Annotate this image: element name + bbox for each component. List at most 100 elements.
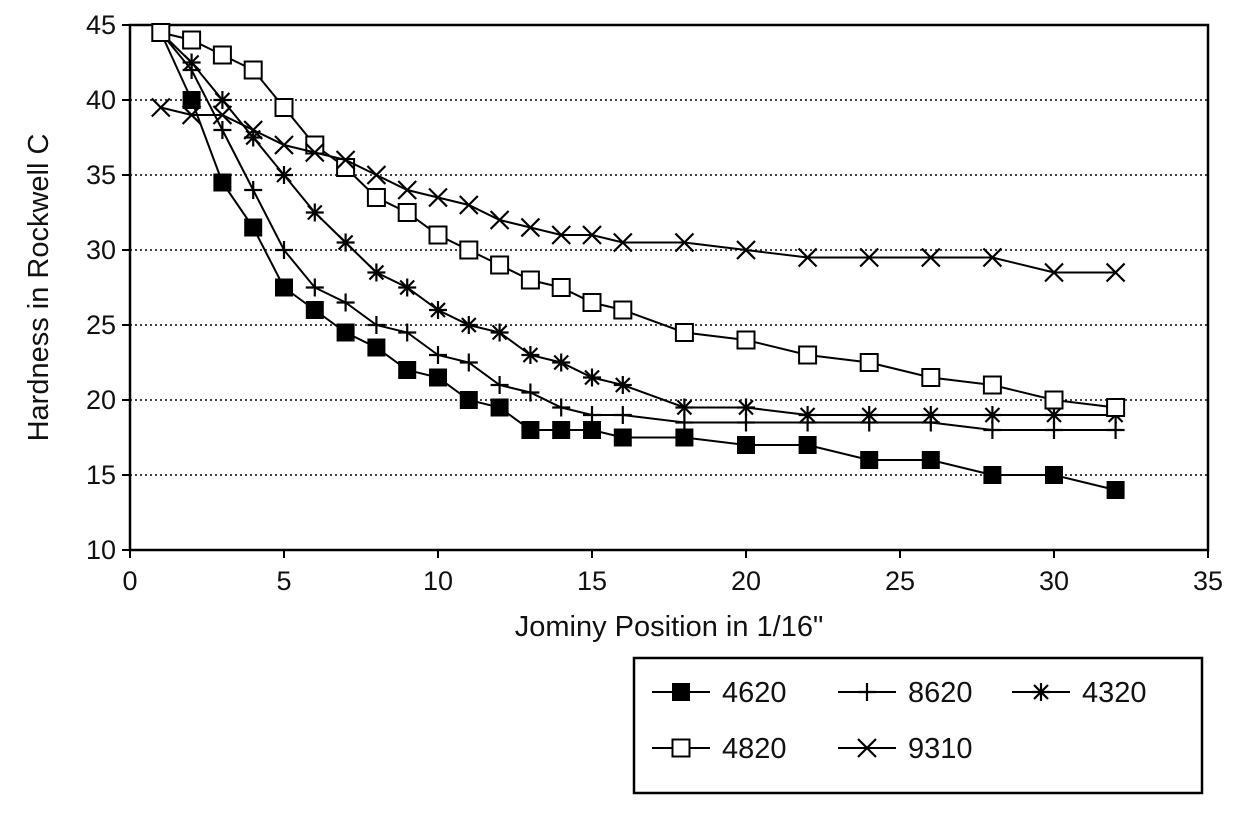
plot-area-frame (128, 23, 1210, 552)
point-9310-8 (366, 165, 387, 185)
legend-marker-8620 (858, 683, 876, 701)
point-4320-2 (182, 53, 201, 72)
series-8620 (151, 23, 1125, 439)
point-8620-10 (429, 346, 447, 364)
point-9310-9 (397, 180, 417, 200)
point-4620-2 (182, 91, 201, 109)
x-tick-label-30: 30 (1039, 566, 1069, 596)
y-tick-label-30: 30 (86, 235, 116, 265)
point-4320-11 (459, 316, 478, 334)
point-8620-3 (213, 121, 232, 139)
point-4620-8 (367, 338, 386, 357)
series-line-4320 (160, 31, 1116, 416)
point-4820-1 (151, 23, 171, 42)
x-tick-label-5: 5 (276, 566, 291, 596)
axis-ticks: 10 15 20 25 30 35 40 45 0 5 10 15 20 25 30 35 (86, 10, 1223, 596)
legend-label-8620: 8620 (908, 677, 973, 709)
point-8620-9 (398, 323, 417, 342)
point-4620-14 (552, 421, 571, 439)
series-4820 (151, 23, 1126, 417)
point-8620-12 (490, 376, 509, 394)
series-9310 (151, 97, 1126, 283)
point-4820-2 (182, 30, 202, 50)
point-4320-10 (429, 301, 447, 319)
point-4820-14 (551, 278, 571, 297)
point-4320-26 (921, 406, 940, 424)
y-tick-label-45: 45 (86, 10, 116, 40)
legend-marker-4820 (671, 738, 691, 758)
point-4320-24 (860, 406, 879, 424)
point-9310-26 (921, 247, 941, 268)
legend-label-9310: 9310 (908, 733, 973, 765)
y-tick-label-40: 40 (86, 85, 116, 115)
point-4320-14 (552, 353, 571, 372)
point-4320-16 (613, 376, 632, 394)
point-9310-14 (551, 225, 571, 245)
point-4320-5 (275, 166, 293, 184)
point-4620-32 (1106, 481, 1125, 499)
point-8620-6 (305, 278, 324, 297)
point-9310-4 (243, 120, 263, 140)
series-line-4820 (160, 31, 1116, 409)
point-4820-16 (613, 300, 633, 320)
point-4320-12 (490, 323, 509, 342)
y-tick-label-20: 20 (86, 385, 116, 415)
y-tick-label-10: 10 (86, 535, 116, 565)
y-axis-title: Hardness in Rockwell C (23, 134, 55, 442)
point-4620-11 (459, 391, 478, 409)
point-9310-11 (459, 195, 479, 215)
point-4620-13 (521, 421, 540, 439)
point-4620-4 (244, 218, 263, 237)
point-8620-4 (244, 181, 263, 199)
point-9310-30 (1044, 262, 1064, 283)
point-4620-6 (305, 301, 324, 319)
point-9310-1 (151, 97, 171, 118)
point-8620-5 (275, 241, 293, 259)
series-line-8620 (160, 31, 1116, 431)
point-4320-7 (336, 233, 355, 252)
x-axis-title: Jominy Position in 1/16" (515, 611, 824, 643)
point-4820-22 (798, 345, 818, 365)
point-8620-7 (336, 293, 355, 312)
legend-marker-9310 (857, 738, 877, 758)
point-9310-28 (982, 247, 1003, 268)
legend-label-4820: 4820 (722, 733, 787, 765)
point-4820-26 (921, 368, 941, 387)
series-4320 (151, 23, 1125, 424)
point-4820-24 (859, 353, 879, 372)
point-4320-18 (675, 398, 694, 417)
point-9310-24 (859, 247, 879, 268)
point-9310-12 (489, 210, 510, 230)
point-9310-7 (335, 150, 356, 170)
legend-item-4320: 4320 (1012, 677, 1147, 709)
point-9310-22 (797, 247, 818, 268)
point-4820-8 (366, 188, 386, 207)
legend-item-8620: 8620 (838, 677, 973, 709)
point-4820-4 (243, 60, 263, 80)
x-tick-label-0: 0 (122, 566, 137, 596)
point-4820-30 (1044, 390, 1064, 410)
x-tick-label-10: 10 (423, 566, 453, 596)
x-tick-label-25: 25 (885, 566, 915, 596)
point-8620-13 (521, 383, 540, 402)
point-9310-13 (520, 217, 541, 238)
point-4820-5 (274, 98, 294, 117)
point-4620-12 (490, 398, 509, 417)
point-4820-20 (736, 330, 756, 350)
point-9310-20 (736, 240, 756, 260)
point-4620-30 (1045, 466, 1063, 484)
x-tick-label-15: 15 (577, 566, 607, 596)
point-4620-18 (675, 428, 694, 447)
point-4620-7 (336, 323, 355, 342)
legend-label-4320: 4320 (1082, 677, 1147, 709)
point-4620-5 (275, 278, 293, 297)
point-4320-8 (367, 263, 386, 282)
legend-label-4620: 4620 (722, 677, 787, 709)
point-4620-26 (921, 451, 940, 469)
point-4820-13 (520, 270, 540, 290)
point-4320-22 (798, 406, 817, 424)
point-9310-10 (428, 187, 448, 208)
point-4620-20 (737, 436, 755, 454)
point-9310-16 (613, 232, 633, 253)
